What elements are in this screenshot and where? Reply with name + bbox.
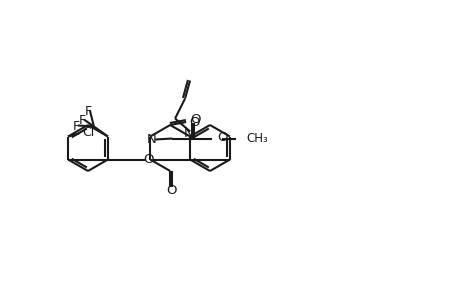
Text: O: O (166, 184, 176, 196)
Text: F: F (72, 120, 79, 133)
Text: F: F (78, 114, 85, 127)
Text: N: N (146, 133, 156, 146)
Text: O: O (217, 131, 227, 144)
Text: N: N (184, 127, 194, 140)
Text: F: F (84, 105, 91, 118)
Text: O: O (143, 153, 154, 166)
Text: CH₃: CH₃ (246, 132, 268, 145)
Text: Cl: Cl (82, 126, 94, 139)
Text: O: O (190, 113, 200, 126)
Text: O: O (189, 116, 199, 128)
